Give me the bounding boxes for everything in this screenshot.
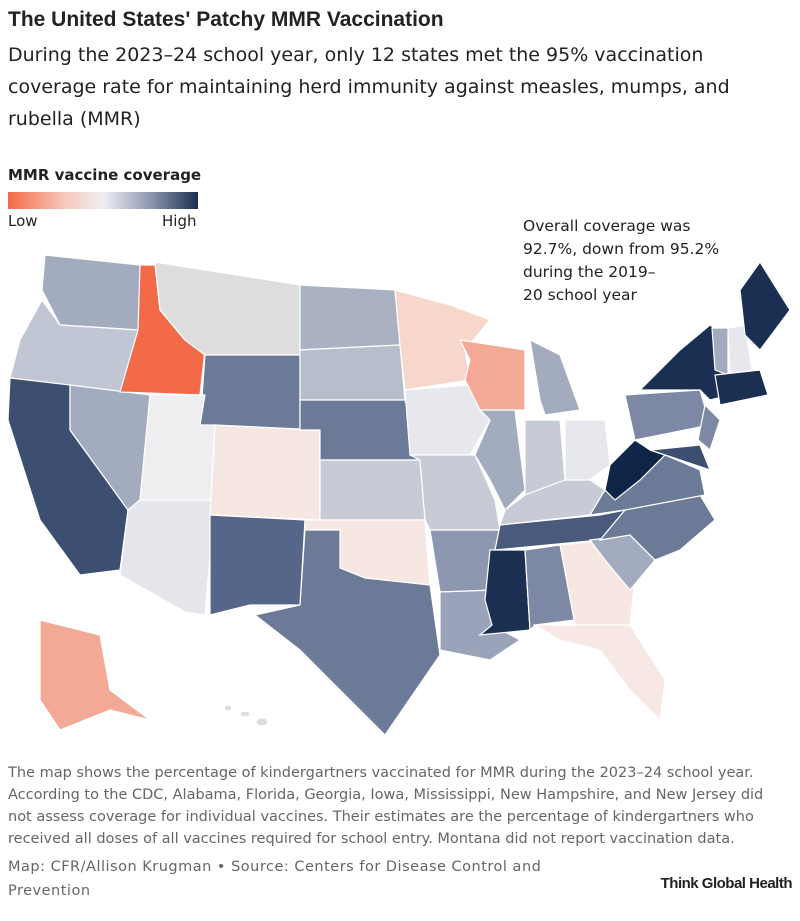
annotation-line: 20 school year — [523, 286, 637, 304]
annotation-line: 92.7%, down from 95.2% — [523, 240, 720, 258]
state-me — [739, 260, 791, 351]
state-co — [209, 424, 321, 521]
state-hi — [255, 717, 269, 727]
subtitle-line: During the 2023–24 school year, only 12 … — [8, 44, 704, 66]
source-line: Map: CFR/Allison Krugman • Source: Cente… — [8, 859, 542, 875]
source-line: Prevention — [8, 883, 91, 899]
title: The United States' Patchy MMR Vaccinatio… — [8, 8, 444, 31]
state-nj — [697, 403, 721, 452]
footnote-line: not assess coverage for individual vacci… — [8, 809, 754, 825]
state-pa — [624, 389, 711, 441]
legend-title: MMR vaccine coverage — [8, 166, 202, 184]
states — [7, 254, 791, 736]
annotation-line: Overall coverage was — [523, 217, 691, 235]
annotation-line: during the 2019– — [523, 263, 656, 281]
state-sd — [299, 344, 406, 401]
state-wv — [604, 439, 667, 501]
state-oh — [564, 419, 611, 481]
subtitle-line: rubella (MMR) — [8, 108, 141, 130]
legend-gradient — [8, 192, 198, 209]
state-ia — [404, 384, 491, 456]
state-wy — [199, 354, 301, 431]
us-map — [7, 254, 791, 736]
state-al — [524, 544, 576, 632]
state-wa — [41, 254, 141, 331]
state-ks — [319, 459, 426, 521]
state-ak — [39, 619, 151, 731]
state-il — [474, 409, 526, 512]
footnote-line: The map shows the percentage of kinderga… — [8, 765, 754, 781]
subtitle-line: coverage rate for maintaining herd immun… — [8, 76, 730, 98]
state-mn — [394, 289, 492, 391]
state-ma-ct-ri — [714, 369, 769, 406]
footnote-line: received all doses of all vaccines requi… — [8, 831, 735, 847]
state-hi — [223, 704, 233, 712]
state-nd — [299, 284, 401, 351]
state-nm — [209, 514, 306, 616]
state-nh — [727, 324, 753, 376]
state-hi — [239, 710, 251, 718]
logo: Think Global Health — [660, 875, 793, 892]
footnote-line: According to the CDC, Alabama, Florida, … — [8, 787, 764, 803]
state-fl — [532, 624, 666, 722]
state-az — [119, 499, 216, 616]
state-vt — [711, 327, 729, 376]
state-mi — [529, 338, 581, 416]
state-tx — [253, 529, 441, 736]
state-md — [649, 444, 712, 471]
legend-low: Low — [8, 212, 38, 230]
legend-high: High — [162, 212, 197, 230]
